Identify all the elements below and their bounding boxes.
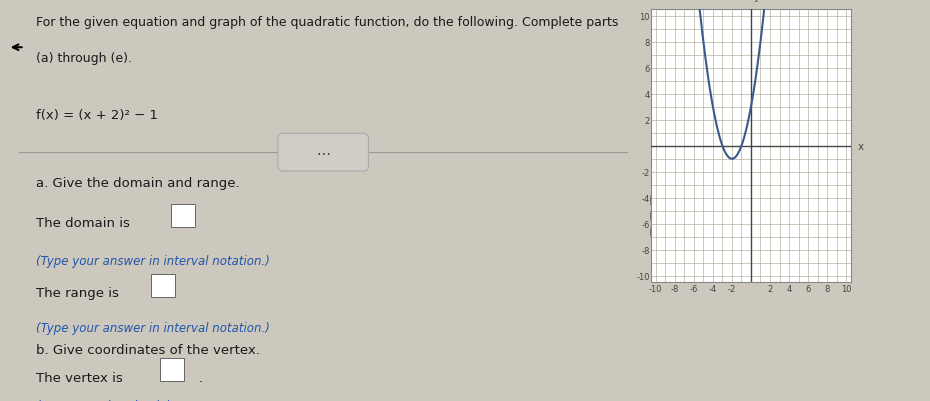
Text: (Type your answer in interval notation.): (Type your answer in interval notation.) — [35, 255, 270, 267]
Circle shape — [651, 225, 655, 240]
Text: (Type an ordered pair.): (Type an ordered pair.) — [35, 399, 171, 401]
Text: (a) through (e).: (a) through (e). — [35, 52, 131, 65]
Text: For the given equation and graph of the quadratic function, do the following. Co: For the given equation and graph of the … — [35, 16, 618, 29]
Circle shape — [651, 193, 655, 208]
FancyBboxPatch shape — [152, 274, 175, 297]
Text: .: . — [198, 371, 203, 384]
Circle shape — [651, 209, 655, 224]
Text: The vertex is: The vertex is — [35, 371, 123, 384]
Text: x: x — [857, 142, 864, 151]
Text: a. Give the domain and range.: a. Give the domain and range. — [35, 176, 239, 189]
FancyBboxPatch shape — [278, 134, 368, 172]
Text: f(x) = (x + 2)² − 1: f(x) = (x + 2)² − 1 — [35, 108, 157, 121]
Text: The range is: The range is — [35, 287, 118, 300]
Text: y: y — [754, 0, 760, 2]
Text: b. Give coordinates of the vertex.: b. Give coordinates of the vertex. — [35, 343, 259, 356]
Text: The domain is: The domain is — [35, 217, 129, 229]
Text: (Type your answer in interval notation.): (Type your answer in interval notation.) — [35, 321, 270, 334]
Text: ⋯: ⋯ — [316, 146, 330, 159]
FancyBboxPatch shape — [170, 204, 194, 227]
FancyBboxPatch shape — [160, 358, 183, 381]
